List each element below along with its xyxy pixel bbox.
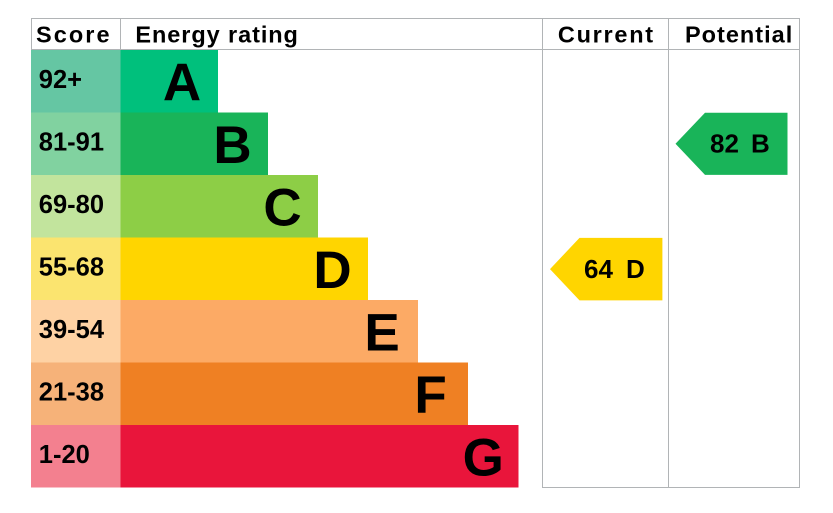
svg-text:B: B bbox=[751, 129, 770, 159]
svg-text:G: G bbox=[463, 428, 504, 487]
svg-text:D: D bbox=[626, 254, 645, 284]
svg-text:Potential: Potential bbox=[685, 22, 793, 48]
svg-text:39-54: 39-54 bbox=[39, 316, 105, 344]
svg-text:21-38: 21-38 bbox=[39, 378, 104, 406]
svg-text:55-68: 55-68 bbox=[39, 253, 104, 281]
svg-text:F: F bbox=[414, 366, 446, 425]
svg-text:1-20: 1-20 bbox=[39, 441, 90, 469]
svg-text:64: 64 bbox=[584, 254, 613, 284]
svg-text:A: A bbox=[163, 53, 201, 112]
svg-text:C: C bbox=[263, 178, 301, 237]
svg-text:Energy rating: Energy rating bbox=[135, 22, 298, 48]
svg-text:D: D bbox=[313, 241, 351, 300]
svg-text:92+: 92+ bbox=[39, 66, 82, 94]
svg-text:81-91: 81-91 bbox=[39, 128, 104, 156]
svg-text:69-80: 69-80 bbox=[39, 191, 104, 219]
svg-text:82: 82 bbox=[710, 129, 739, 159]
svg-text:B: B bbox=[213, 116, 251, 175]
svg-text:E: E bbox=[364, 303, 399, 362]
svg-text:Current: Current bbox=[558, 22, 655, 48]
svg-text:Score: Score bbox=[36, 22, 112, 48]
